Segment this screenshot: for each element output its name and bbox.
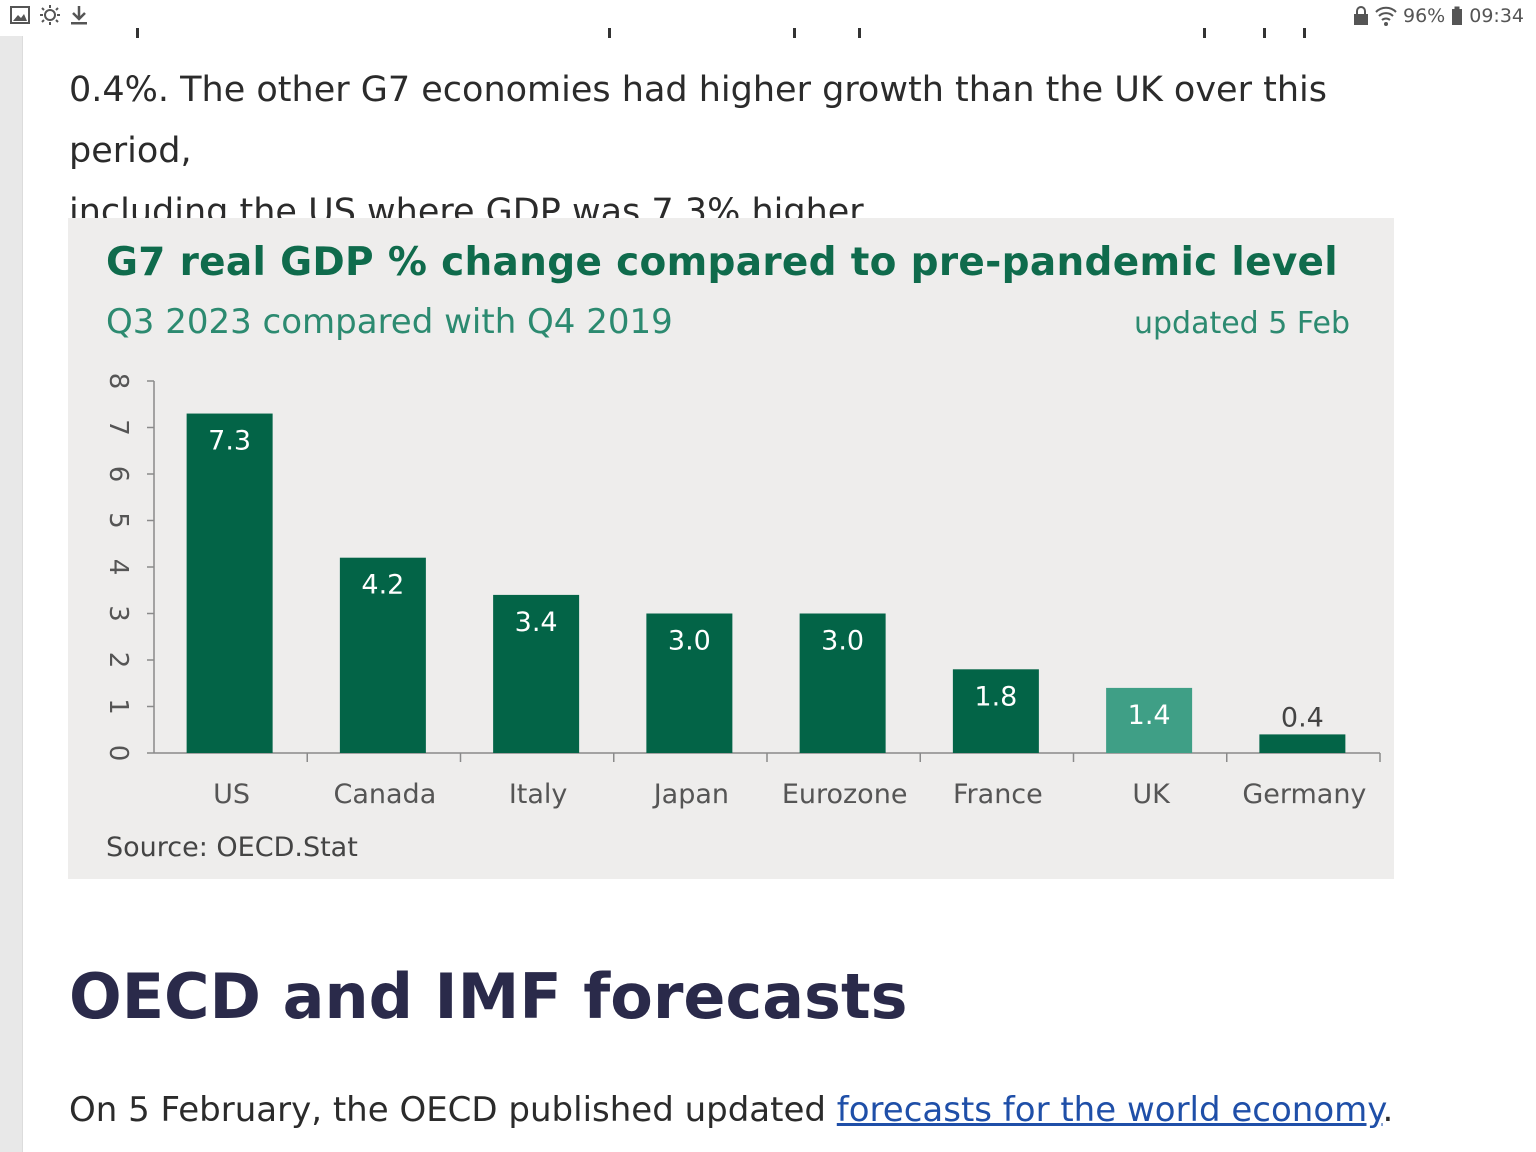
x-tick-label: Japan [652, 779, 729, 810]
bar-value-label: 3.4 [515, 607, 558, 638]
y-tick-label: 3 [103, 605, 133, 622]
bar-italy [493, 594, 580, 753]
forecasts-link[interactable]: forecasts for the world economy [836, 1090, 1383, 1130]
y-tick-label: 7 [103, 419, 133, 436]
y-tick-label: 5 [103, 512, 133, 529]
y-tick-label: 0 [103, 745, 133, 762]
lock-icon [1353, 6, 1369, 26]
status-bar: 96% 09:34 [0, 0, 1536, 36]
y-tick-label: 4 [103, 559, 133, 576]
chart-updated-date: updated 5 Feb [1133, 306, 1350, 341]
status-right-icons: 96% 09:34 [1353, 5, 1524, 27]
image-icon [10, 6, 30, 24]
y-tick-label: 1 [103, 698, 133, 715]
gdp-chart: G7 real GDP % change compared to pre-pan… [68, 218, 1394, 879]
bar-japan [646, 613, 733, 753]
x-tick-label: France [953, 779, 1043, 810]
battery-icon [1451, 6, 1463, 26]
y-tick-label: 2 [103, 652, 133, 669]
x-tick-label: Germany [1242, 779, 1366, 810]
bar-value-label: 3.0 [821, 626, 864, 657]
bar-value-label: 0.4 [1281, 702, 1324, 733]
bar-value-label: 3.0 [668, 626, 711, 657]
bar-value-label: 7.3 [208, 426, 251, 457]
bar-chart-plot: 0 1 2 3 4 5 6 7 8 7.3 US 4.2 Canada 3.4 Italy 3.0 Japan 3… [103, 373, 1381, 810]
bar-canada [339, 557, 426, 753]
battery-percent: 96% [1403, 5, 1446, 27]
bar-value-label: 4.2 [361, 570, 404, 601]
bar-value-label: 1.8 [974, 681, 1017, 712]
wifi-icon [1375, 6, 1397, 26]
chart-source: Source: OECD.Stat [106, 832, 358, 863]
clipped-text-line [68, 28, 1368, 40]
bottom-end: . [1382, 1090, 1394, 1130]
bottom-text: On 5 February, the OECD published update… [69, 1090, 826, 1130]
x-tick-label: US [213, 779, 250, 810]
brightness-icon [38, 5, 62, 25]
bar-us [186, 413, 273, 753]
bar-value-label: 1.4 [1128, 700, 1171, 731]
chart-subtitle: Q3 2023 compared with Q4 2019 [106, 302, 673, 342]
x-tick-label: Canada [334, 779, 437, 810]
bar-eurozone [799, 613, 886, 753]
left-edge-panel [0, 36, 23, 1152]
y-tick-label: 6 [103, 466, 133, 483]
download-icon [70, 5, 88, 25]
x-tick-label: Italy [509, 779, 568, 810]
bar-uk [1106, 687, 1193, 753]
bottom-paragraph: On 5 February, the OECD published update… [69, 1090, 1393, 1130]
chart-title: G7 real GDP % change compared to pre-pan… [106, 240, 1338, 285]
x-tick-label: Eurozone [782, 779, 908, 810]
paragraph-line-1: 0.4%. The other G7 economies had higher … [69, 70, 1327, 171]
y-tick-label: 8 [103, 373, 133, 390]
clock: 09:34 [1469, 5, 1524, 27]
bar-france [952, 669, 1039, 753]
status-left-icons [10, 5, 88, 25]
bar-germany [1259, 734, 1346, 753]
intro-paragraph: 0.4%. The other G7 economies had higher … [69, 60, 1389, 243]
x-tick-label: UK [1132, 779, 1171, 810]
section-heading: OECD and IMF forecasts [69, 960, 908, 1033]
